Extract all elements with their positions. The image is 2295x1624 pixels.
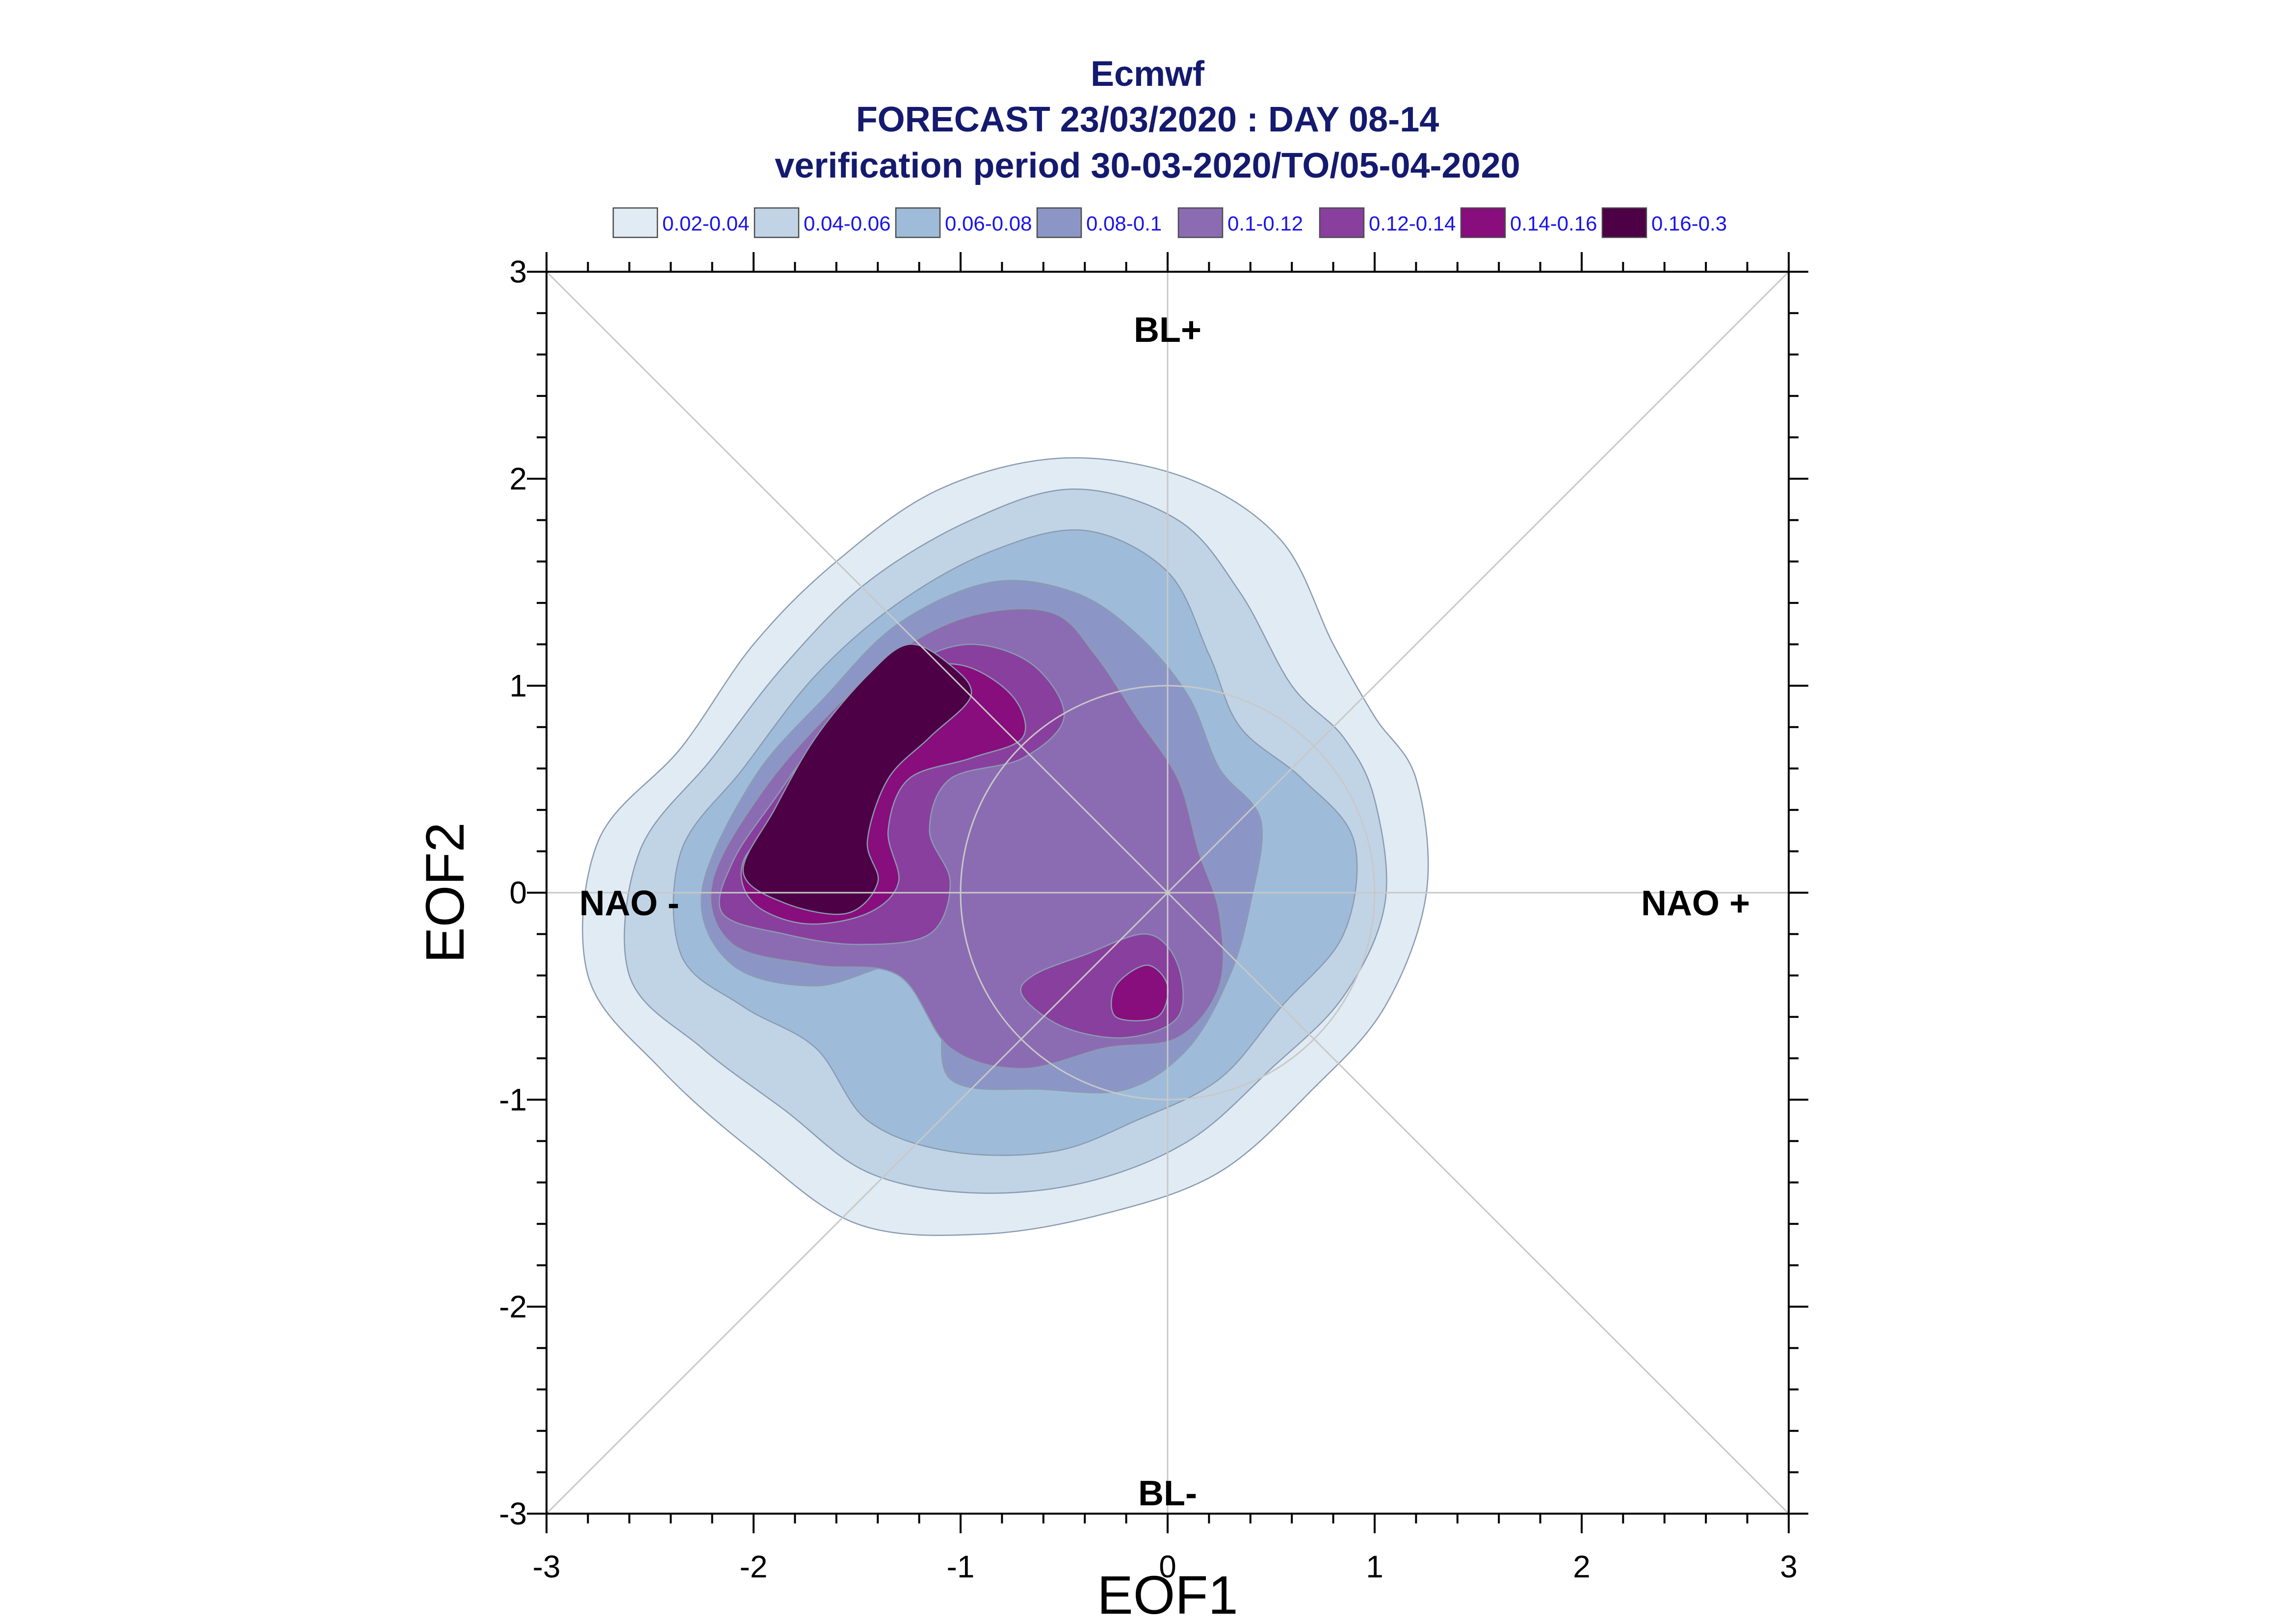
- legend-swatch: [1036, 207, 1082, 238]
- legend-label: 0.06-0.08: [945, 212, 1032, 235]
- regime-label: NAO -: [579, 884, 679, 923]
- y-axis-title: EOF2: [415, 822, 475, 963]
- y-tick-label: 2: [509, 461, 527, 496]
- density-contour-0.16-0.3-0: [742, 644, 972, 915]
- legend-label: 0.1-0.12: [1227, 212, 1303, 235]
- legend-swatch: [1460, 207, 1506, 238]
- x-tick-label: -1: [947, 1549, 975, 1584]
- y-tick-label: 1: [509, 668, 527, 703]
- regime-label: NAO +: [1641, 884, 1750, 923]
- legend-swatch: [1319, 207, 1365, 238]
- chart-title-line-3: verification period 30-03-2020/TO/05-04-…: [775, 146, 1520, 185]
- y-tick-label: 3: [509, 254, 527, 289]
- unit-circle: [960, 685, 1376, 1101]
- x-tick-label: 2: [1573, 1549, 1591, 1584]
- x-axis-title: EOF1: [1097, 1565, 1238, 1624]
- legend-label: 0.14-0.16: [1510, 212, 1597, 235]
- x-tick-label: 3: [1780, 1549, 1798, 1584]
- x-tick-label: -3: [533, 1549, 561, 1584]
- chart-title-line-2: FORECAST 23/03/2020 : DAY 08-14: [856, 100, 1439, 139]
- legend-label: 0.08-0.1: [1086, 212, 1162, 235]
- legend-label: 0.02-0.04: [662, 212, 749, 235]
- regime-labels: BL+ BL- NAO - NAO +: [579, 310, 1750, 1513]
- legend-swatch: [754, 207, 800, 238]
- legend-label: 0.16-0.3: [1651, 212, 1727, 235]
- legend-label: 0.12-0.14: [1369, 212, 1456, 235]
- y-tick-label: -3: [499, 1496, 527, 1531]
- density-contour-0.14-0.16-1: [1110, 964, 1169, 1022]
- y-tick-label: -1: [499, 1082, 527, 1117]
- reference-guides: [547, 272, 1789, 1514]
- y-tick-label: -2: [499, 1289, 527, 1324]
- legend-swatch: [612, 207, 658, 238]
- x-tick-label: 0: [1159, 1549, 1176, 1584]
- x-tick-label: -2: [740, 1549, 768, 1584]
- x-tick-label: 1: [1366, 1549, 1383, 1584]
- legend-swatch: [1601, 207, 1647, 238]
- legend-swatch: [1177, 207, 1224, 238]
- axis-ticks: -3 -2 -1 0 1 2 3 -3 -2 -1 0 1 2 3: [499, 252, 1808, 1584]
- y-tick-label: 0: [509, 875, 527, 910]
- regime-label: BL-: [1138, 1474, 1197, 1513]
- regime-label: BL+: [1134, 310, 1201, 350]
- chart-title-line-1: Ecmwf: [1091, 54, 1205, 94]
- chart-legend: 0.02-0.04 0.04-0.06 0.06-0.08 0.08-0.1 0.1-0…: [612, 207, 1727, 238]
- legend-swatch: [895, 207, 941, 238]
- legend-label: 0.04-0.06: [804, 212, 890, 235]
